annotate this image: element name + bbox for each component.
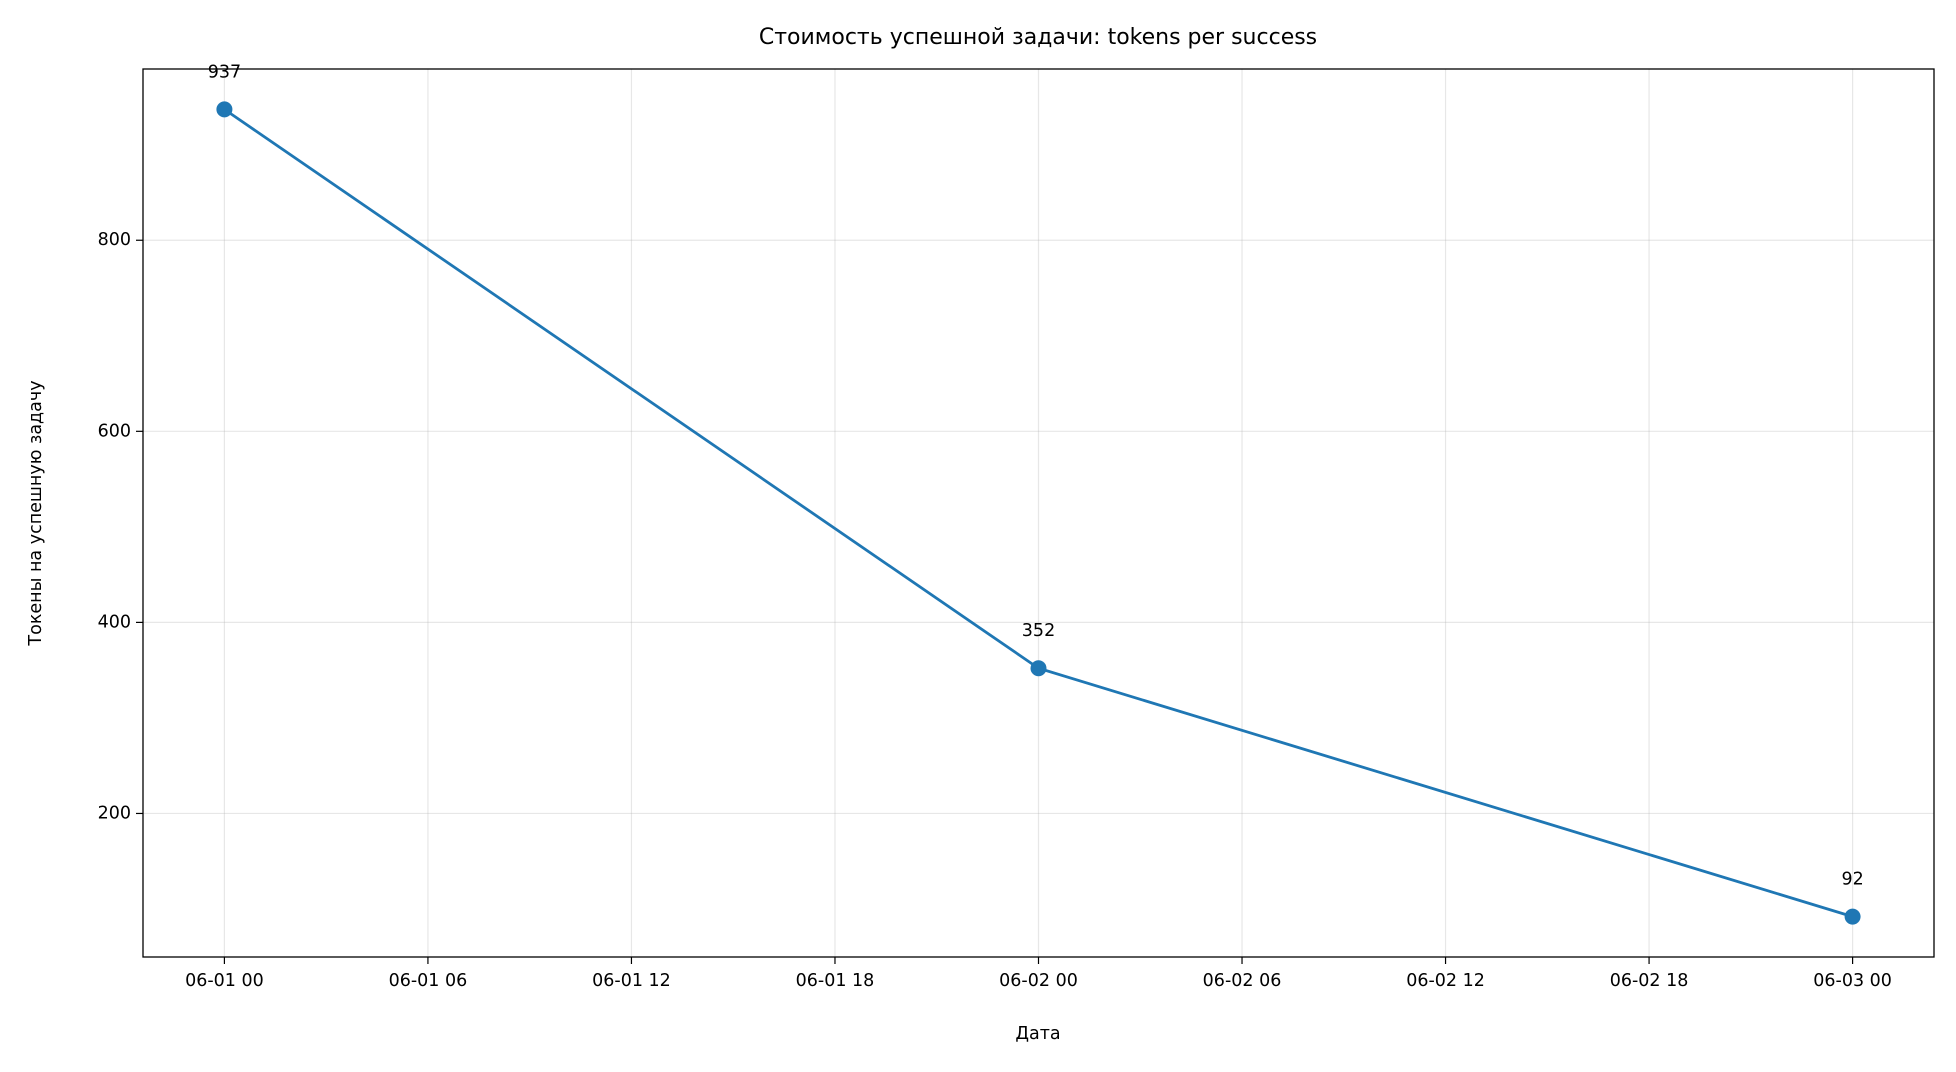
y-tick-label: 400 [98,612,131,632]
x-tick-label: 06-02 18 [1610,971,1689,991]
marker [216,101,233,118]
x-tick-label: 06-01 00 [185,971,264,991]
x-tick-label: 06-03 00 [1813,971,1892,991]
data-label: 92 [1841,870,1863,890]
x-tick-label: 06-02 12 [1406,971,1485,991]
x-axis-label: Дата [1015,1024,1060,1044]
x-tick-label: 06-02 06 [1203,971,1282,991]
data-label: 352 [1022,621,1055,641]
x-tick-label: 06-02 00 [999,971,1078,991]
marker [1030,660,1047,677]
y-tick-label: 200 [98,803,131,823]
marker [1844,908,1861,925]
x-tick-label: 06-01 06 [389,971,468,991]
y-tick-label: 800 [98,230,131,250]
y-tick-label: 600 [98,421,131,441]
x-tick-label: 06-01 18 [796,971,875,991]
chart-title: Стоимость успешной задачи: tokens per su… [759,25,1317,50]
x-tick-label: 06-01 12 [592,971,671,991]
data-label: 937 [208,62,241,82]
plot-frame [142,68,1935,958]
y-axis-label: Токены на успешную задачу [26,380,46,646]
